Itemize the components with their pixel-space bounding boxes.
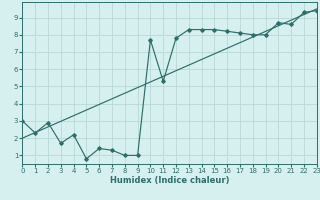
X-axis label: Humidex (Indice chaleur): Humidex (Indice chaleur) <box>110 176 229 185</box>
